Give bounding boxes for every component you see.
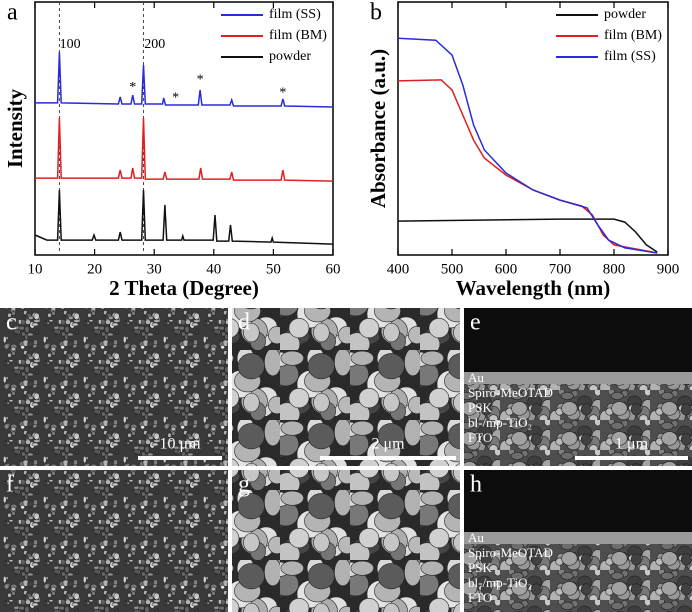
panel-label: f xyxy=(6,472,14,498)
legend-label: powder xyxy=(269,49,311,64)
annotation: * xyxy=(197,73,204,88)
layer-label: bl-/mp-TiO₂ xyxy=(468,415,532,430)
sem-image xyxy=(0,470,228,612)
plot-frame xyxy=(397,1,669,256)
annotation: * xyxy=(172,90,179,105)
x-tick-label: 500 xyxy=(441,261,464,277)
sem-gold-layer xyxy=(464,372,692,384)
sem-image xyxy=(232,308,460,466)
annotation: 200 xyxy=(144,37,165,52)
x-tick-label: 600 xyxy=(495,261,518,277)
panel-label: e xyxy=(470,310,481,336)
sem-cross-section xyxy=(464,384,692,466)
sem-cross-section xyxy=(464,544,692,612)
panel-label: g xyxy=(238,472,250,498)
y-axis-title: Intensity xyxy=(3,88,27,168)
legend-label: film (BM) xyxy=(269,28,327,43)
annotation: * xyxy=(279,85,286,100)
annotation: 100 xyxy=(60,37,81,52)
series-line xyxy=(397,79,658,254)
panel-label: b xyxy=(370,0,382,26)
sem-image xyxy=(0,308,228,466)
panel-label: d xyxy=(238,310,250,336)
scale-bar xyxy=(320,456,456,460)
x-tick-label: 20 xyxy=(87,261,102,277)
panel-label: h xyxy=(470,472,482,498)
x-tick-label: 40 xyxy=(206,261,221,277)
x-tick-label: 900 xyxy=(657,261,680,277)
series-line xyxy=(34,189,334,245)
legend-label: film (SS) xyxy=(604,49,656,64)
layer-label: bl-/mp-TiO₂ xyxy=(468,575,532,590)
sem-image xyxy=(232,470,460,612)
scale-bar xyxy=(575,456,688,460)
layer-label: PSK xyxy=(468,400,492,415)
x-tick-label: 30 xyxy=(147,261,162,277)
legend-label: film (BM) xyxy=(604,28,662,43)
panel-label: a xyxy=(7,0,18,26)
sem-gold-layer xyxy=(464,532,692,544)
series-line xyxy=(397,218,658,253)
layer-label: Au xyxy=(468,530,484,545)
layer-label: PSK xyxy=(468,560,492,575)
panel-label: c xyxy=(6,310,17,336)
legend-label: powder xyxy=(604,7,646,22)
series-line xyxy=(397,37,658,254)
series-line xyxy=(35,52,334,108)
scale-bar xyxy=(138,456,222,460)
layer-label: FTO xyxy=(468,430,492,445)
x-tick-label: 60 xyxy=(326,261,341,277)
layer-label: Spiro-MeOTAD xyxy=(468,385,553,400)
layer-label: Spiro-MeOTAD xyxy=(468,545,553,560)
y-axis-title: Absorbance (a.u.) xyxy=(366,49,390,208)
scale-bar-label: 2 μm xyxy=(371,436,405,453)
x-tick-label: 50 xyxy=(266,261,281,277)
scale-bar-label: 10 μm xyxy=(159,436,201,453)
x-tick-label: 10 xyxy=(28,261,43,277)
scale-bar-label: 1 μm xyxy=(615,436,649,453)
series-line xyxy=(35,117,334,182)
x-axis-title: Wavelength (nm) xyxy=(456,276,611,300)
x-tick-label: 700 xyxy=(549,261,572,277)
annotation: * xyxy=(129,80,136,95)
x-axis-title: 2 Theta (Degree) xyxy=(109,276,259,300)
legend-label: film (SS) xyxy=(269,7,321,22)
x-tick-label: 400 xyxy=(387,261,410,277)
layer-label: FTO xyxy=(468,590,492,605)
plot-frame xyxy=(34,1,334,256)
layer-label: Au xyxy=(468,370,484,385)
x-tick-label: 800 xyxy=(603,261,626,277)
